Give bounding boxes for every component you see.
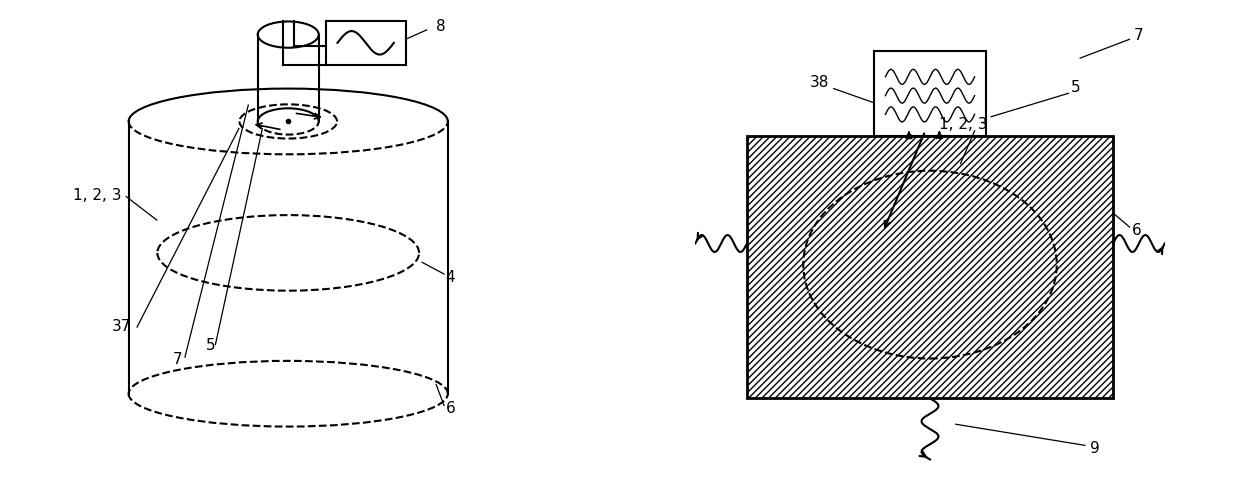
Text: 5: 5	[1071, 80, 1080, 95]
Text: 8: 8	[436, 19, 445, 34]
Text: 1, 2, 3: 1, 2, 3	[940, 117, 988, 132]
Text: 4: 4	[445, 269, 455, 285]
Bar	[746, 136, 1114, 399]
Text: 5: 5	[206, 337, 216, 352]
Bar	[874, 52, 986, 136]
Text: 6: 6	[445, 401, 455, 416]
Text: 6: 6	[1132, 223, 1142, 238]
Text: 1, 2, 3: 1, 2, 3	[73, 187, 122, 203]
Text: 37: 37	[112, 319, 131, 334]
Text: 7: 7	[1135, 28, 1143, 43]
Text: 9: 9	[1090, 441, 1100, 455]
Text: 38: 38	[810, 75, 830, 90]
Text: 7: 7	[174, 351, 182, 366]
Bar	[326, 21, 405, 66]
